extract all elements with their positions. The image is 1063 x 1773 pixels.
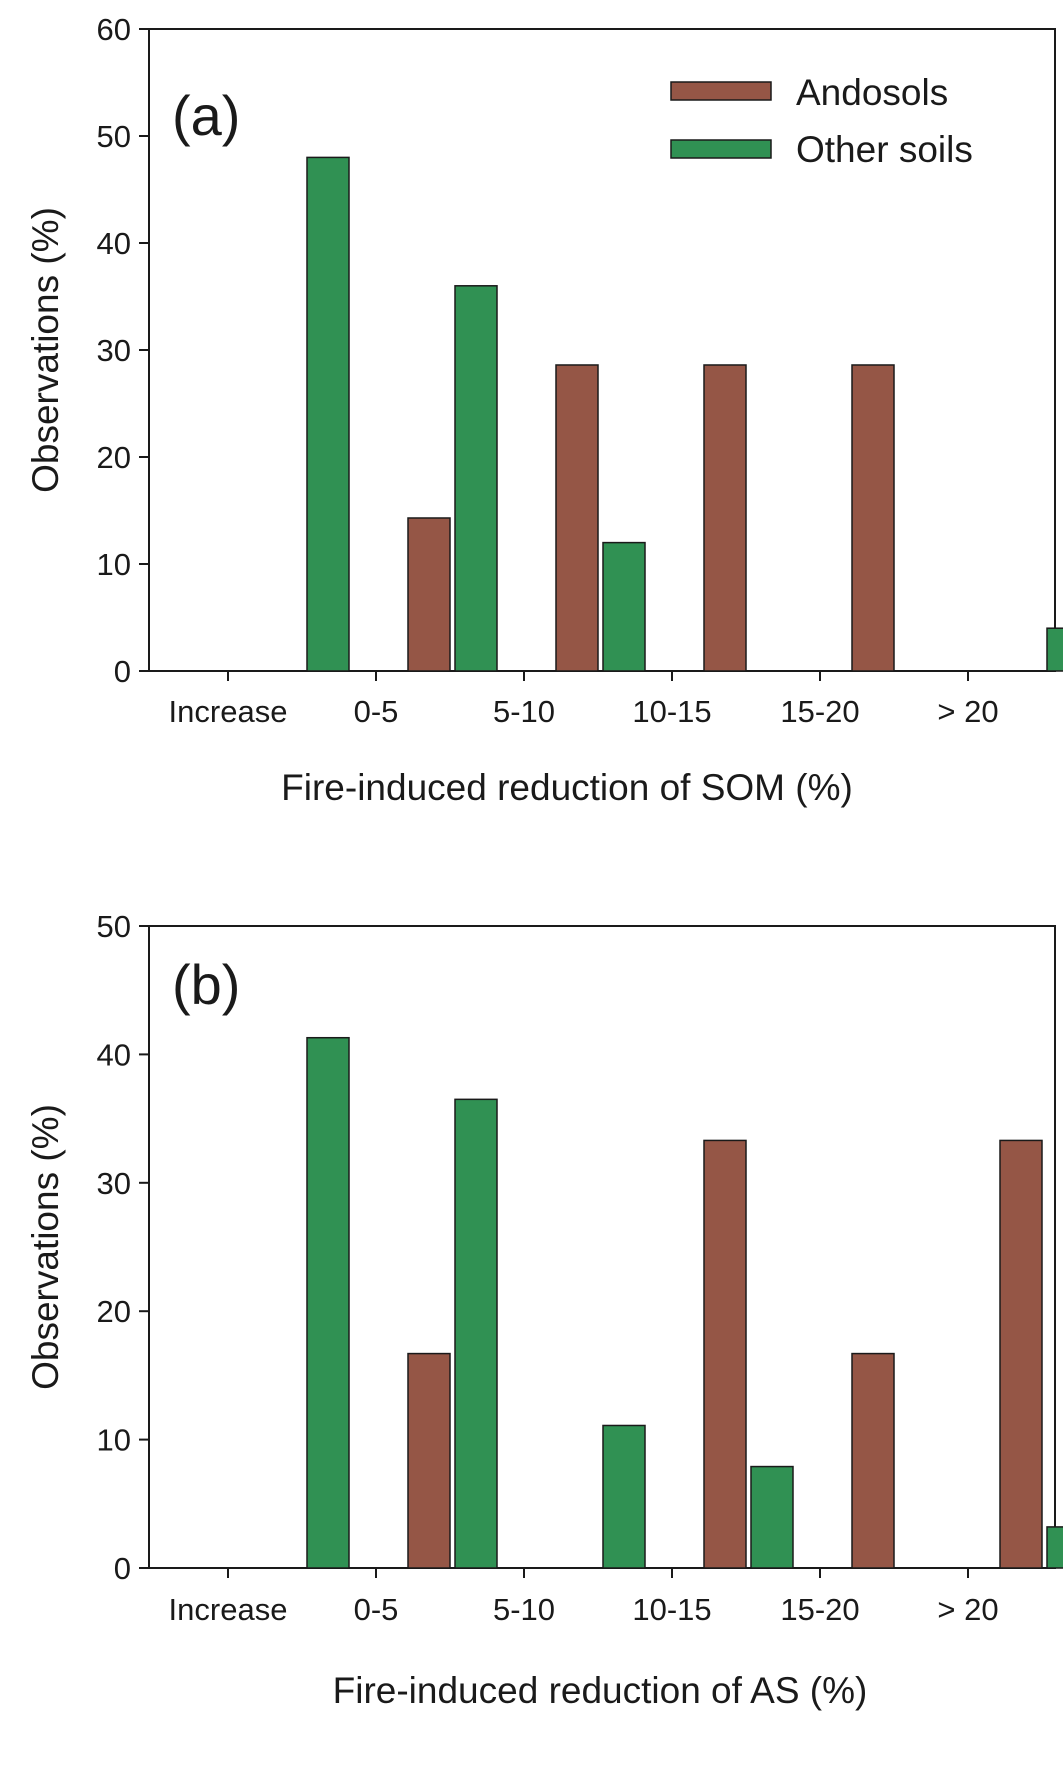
panel-a-bars [306, 156, 1063, 672]
panel-b-y-tick-label: 30 [97, 1166, 131, 1201]
panel-b-bar-andosols [407, 1352, 451, 1569]
panel-b-bar-andosols [999, 1139, 1043, 1569]
panel-a-y-tick-label: 40 [97, 226, 131, 261]
panel-a-bar-other-soils [306, 156, 350, 672]
panel-a-y-tick-label: 60 [97, 12, 131, 47]
legend: Andosols Other soils [670, 72, 973, 170]
panel-b-x-tick-label: 10-15 [632, 1592, 711, 1627]
panel-b-x-tick-label: 5-10 [493, 1592, 555, 1627]
panel-a-x-tick-label: 0-5 [354, 694, 399, 729]
panel-b-bar-other-soils [1046, 1526, 1063, 1569]
legend-label-other-soils: Other soils [796, 129, 973, 170]
panel-b-x-axis: Increase 0-5 5-10 10-15 15-20 > 20 [169, 1568, 999, 1627]
panel-b-plot-frame [148, 925, 1056, 1569]
panel-b-y-tick-label: 10 [97, 1423, 131, 1458]
panel-a-x-tick-label: 15-20 [780, 694, 859, 729]
panel-a-y-tick-label: 30 [97, 333, 131, 368]
panel-b-bar-andosols [851, 1352, 895, 1569]
legend-swatch-andosols [670, 81, 772, 101]
panel-b-x-tick-label: 15-20 [780, 1592, 859, 1627]
panel-b-y-tick-label: 40 [97, 1037, 131, 1072]
panel-b-bar-andosols [703, 1139, 747, 1569]
panel-b-bar-other-soils [750, 1465, 794, 1569]
panel-a-bar-andosols [851, 364, 895, 672]
panel-a-bar-andosols [407, 517, 451, 672]
panel-a-chart: 0 10 20 30 40 50 60 Increase 0-5 5-10 10-15 15-20 >… [25, 12, 1063, 808]
panel-a-x-axis: Increase 0-5 5-10 10-15 15-20 > 20 [169, 671, 999, 729]
panel-a-y-axis-title: Observations (%) [25, 207, 66, 493]
panel-a-bar-other-soils [1046, 627, 1063, 672]
panel-a-x-tick-label: 10-15 [632, 694, 711, 729]
panel-b-x-tick-label: 0-5 [354, 1592, 399, 1627]
panel-a-plot-frame [148, 28, 1056, 672]
panel-a-bar-other-soils [602, 541, 646, 672]
panel-a-bar-andosols [555, 364, 599, 672]
legend-label-andosols: Andosols [796, 72, 948, 113]
panel-a-label: (a) [172, 84, 240, 147]
panel-b-y-tick-label: 0 [114, 1551, 131, 1586]
panel-a-y-tick-label: 10 [97, 547, 131, 582]
panel-a-x-tick-label: > 20 [937, 694, 998, 729]
panel-b-y-tick-label: 50 [97, 909, 131, 944]
panel-b-label: (b) [172, 953, 240, 1016]
legend-swatch-other-soils [670, 139, 772, 159]
panel-b-bar-other-soils [306, 1036, 350, 1569]
panel-b-chart: 0 10 20 30 40 50 Increase 0-5 5-10 10-15 15-20 > 2… [25, 909, 1063, 1711]
panel-b-bar-other-soils [454, 1098, 498, 1569]
panel-b-bar-other-soils [602, 1424, 646, 1569]
panel-b-y-axis: 0 10 20 30 40 50 [97, 909, 149, 1586]
panel-a-x-axis-title: Fire-induced reduction of SOM (%) [281, 767, 853, 808]
panel-a-y-tick-label: 0 [114, 654, 131, 689]
panel-a-bar-other-soils [454, 285, 498, 672]
panel-a-x-tick-label: Increase [169, 694, 288, 729]
panel-b-x-tick-label: Increase [169, 1592, 288, 1627]
panel-b-bars [306, 1036, 1063, 1569]
panel-a-y-tick-label: 50 [97, 119, 131, 154]
panel-a-x-tick-label: 5-10 [493, 694, 555, 729]
panel-a-y-tick-label: 20 [97, 440, 131, 475]
panel-b-y-axis-title: Observations (%) [25, 1104, 66, 1390]
panel-b-y-tick-label: 20 [97, 1294, 131, 1329]
panel-b-x-tick-label: > 20 [937, 1592, 998, 1627]
panel-a-y-axis: 0 10 20 30 40 50 60 [97, 12, 149, 689]
panel-a-bar-andosols [703, 364, 747, 672]
panel-b-x-axis-title: Fire-induced reduction of AS (%) [333, 1670, 868, 1711]
